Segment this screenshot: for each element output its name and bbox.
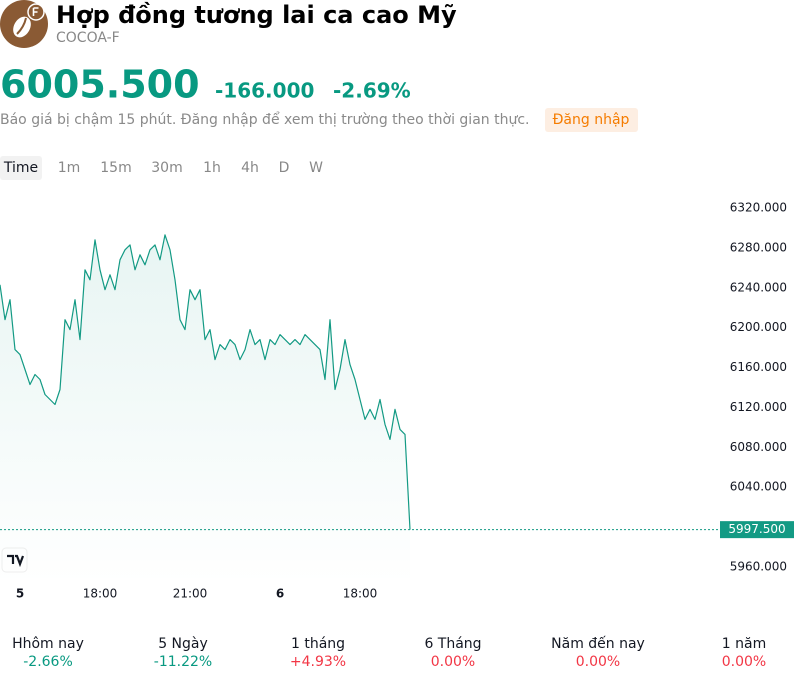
tab[interactable]: D xyxy=(279,160,290,176)
period-change: +4.93% xyxy=(290,654,346,670)
login-label[interactable]: Đăng nhập xyxy=(553,112,630,128)
period-change: 0.00% xyxy=(576,654,620,670)
change-percent: -2.69% xyxy=(333,79,411,103)
period-change: 0.00% xyxy=(431,654,475,670)
y-tick-label: 6040.000 xyxy=(730,480,787,494)
tabs: Time 1m 15m 30m 1h 4h D W xyxy=(0,156,323,180)
period-label: 5 Ngày xyxy=(158,636,208,652)
period-label: 6 Tháng xyxy=(424,636,481,652)
y-tick-label: 6200.000 xyxy=(730,320,787,334)
tab[interactable]: 4h xyxy=(241,160,259,176)
symbol: COCOA-F xyxy=(56,30,120,46)
login-button[interactable]: Đăng nhập xyxy=(545,108,638,132)
last-price-label: 5997.500 xyxy=(728,522,785,536)
performance: Hhôm nay -2.66% 5 Ngày -11.22% 1 tháng +4.93%… xyxy=(12,635,766,670)
y-tick-label: 6240.000 xyxy=(730,280,787,294)
chart: 5960.000 6040.000 6080.000 6120.000 6160.000… xyxy=(0,200,794,601)
period-change: 0.00% xyxy=(722,654,766,670)
x-tick-label: 21:00 xyxy=(173,587,208,601)
x-tick-label: 5 xyxy=(16,587,24,601)
tab[interactable]: 30m xyxy=(151,160,182,176)
y-tick-label: 6160.000 xyxy=(730,360,787,374)
change: -166.000 xyxy=(215,79,314,103)
last-price-tag xyxy=(720,521,794,539)
y-tick-label: 6120.000 xyxy=(730,400,787,414)
x-tick-label: 6 xyxy=(276,587,284,601)
tab[interactable]: W xyxy=(309,160,323,176)
tab[interactable]: Time xyxy=(3,160,38,176)
y-tick-label: 6320.000 xyxy=(730,200,787,214)
period-label: Năm đến nay xyxy=(551,635,645,652)
period-label: 1 tháng xyxy=(291,636,345,652)
x-tick-label: 18:00 xyxy=(343,587,378,601)
period-change: -2.66% xyxy=(23,654,73,670)
tab-selected-bg[interactable] xyxy=(0,156,42,180)
area xyxy=(0,234,410,585)
title: Hợp đồng tương lai ca cao Mỹ xyxy=(56,1,457,29)
logo xyxy=(0,0,48,48)
price-line xyxy=(0,234,411,530)
tab[interactable]: 1m xyxy=(58,160,81,176)
period-label: Hhôm nay xyxy=(12,636,84,652)
x-tick-label: 18:00 xyxy=(83,587,118,601)
period-change: -11.22% xyxy=(154,654,212,670)
y-tick-label: 5960.000 xyxy=(730,560,787,574)
period-label: 1 năm xyxy=(722,636,766,652)
y-tick-label: 6280.000 xyxy=(730,240,787,254)
tab[interactable]: 15m xyxy=(100,160,131,176)
y-tick-label: 6080.000 xyxy=(730,440,787,454)
notice: Báo giá bị chậm 15 phút. Đăng nhập để xe… xyxy=(0,111,529,128)
tab[interactable]: 1h xyxy=(203,160,221,176)
login-bg[interactable] xyxy=(545,108,638,132)
price: 6005.500 xyxy=(0,63,200,107)
